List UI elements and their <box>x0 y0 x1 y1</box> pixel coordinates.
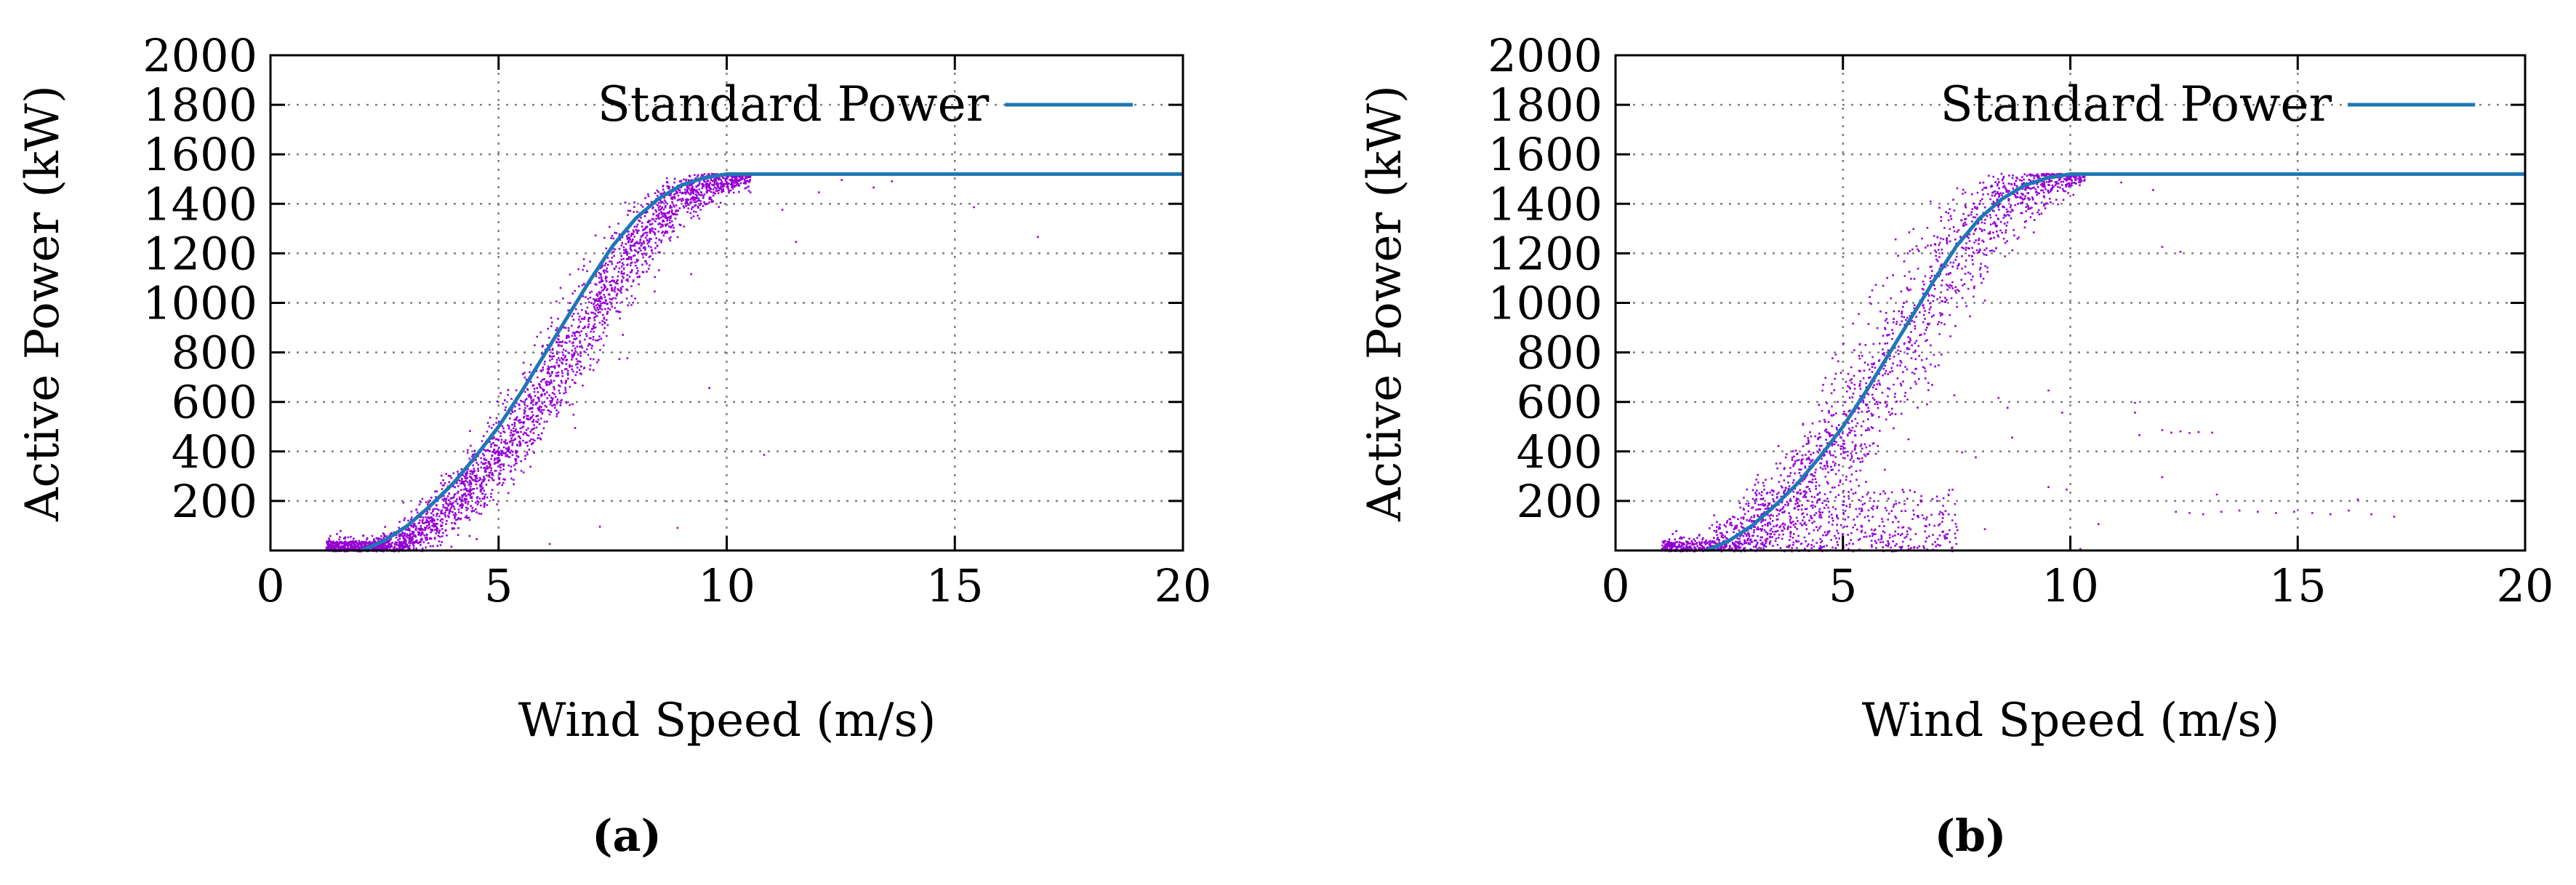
scatter-points <box>1661 172 2396 553</box>
x-tick-label: 5 <box>484 559 513 612</box>
standard-power-series <box>1706 172 2525 553</box>
y-tick-label: 1600 <box>1488 128 1602 181</box>
x-tick-label: 20 <box>1155 559 1212 612</box>
tick-labels: 0 5 10 15 20 20040060080010001200140016001800… <box>1488 29 2553 612</box>
x-tick-label: 10 <box>2042 559 2099 612</box>
x-tick-label: 0 <box>256 559 284 612</box>
tick-labels: 0 5 10 15 20 20040060080010001200140016001800… <box>143 29 1211 612</box>
y-tick-label: 800 <box>1517 327 1602 380</box>
y-tick-label: 400 <box>172 425 257 478</box>
y-tick-label: 1200 <box>1488 227 1602 280</box>
panel-label: (a) <box>592 811 662 862</box>
y-axis-label: Active Power (kW) <box>1358 85 1412 522</box>
scatter-series <box>1661 172 2396 553</box>
y-axis-label: Active Power (kW) <box>16 85 70 522</box>
standard-power-curve <box>1706 172 2525 553</box>
chart-panel-b: 0 5 10 15 20 20040060080010001200140016001800… <box>1358 29 2553 862</box>
y-tick-label: 1400 <box>143 177 257 231</box>
standard-power-curve <box>361 172 1183 553</box>
legend: Standard Power <box>598 76 1133 132</box>
x-axis-label: Wind Speed (m/s) <box>1862 694 2280 748</box>
x-tick-label: 5 <box>1829 559 1857 612</box>
panel-label: (b) <box>1935 811 2007 862</box>
y-tick-label: 200 <box>1517 475 1602 528</box>
chart-panel-a: 0 5 10 15 20 20040060080010001200140016001800… <box>16 29 1211 862</box>
y-tick-label: 1800 <box>1488 79 1602 132</box>
y-tick-label: 1800 <box>143 79 257 132</box>
x-tick-label: 15 <box>2269 559 2327 612</box>
legend-label: Standard Power <box>598 76 990 132</box>
y-tick-label: 1600 <box>143 128 257 181</box>
x-tick-label: 0 <box>1601 559 1629 612</box>
y-tick-label: 600 <box>1517 376 1602 429</box>
standard-power-series <box>361 172 1183 553</box>
x-tick-label: 10 <box>698 559 755 612</box>
y-tick-label: 800 <box>172 327 257 380</box>
y-tick-label: 200 <box>172 475 257 528</box>
grid-lines <box>1616 55 2525 550</box>
x-axis-label: Wind Speed (m/s) <box>518 694 936 748</box>
y-tick-label: 1000 <box>1488 277 1602 330</box>
y-tick-label: 2000 <box>1488 29 1602 82</box>
x-tick-label: 20 <box>2497 559 2554 612</box>
y-tick-label: 600 <box>172 376 257 429</box>
legend-label: Standard Power <box>1941 76 2332 132</box>
y-tick-label: 400 <box>1517 425 1602 478</box>
y-tick-label: 1200 <box>143 227 257 280</box>
y-tick-label: 1400 <box>1488 177 1602 231</box>
y-tick-label: 1000 <box>143 277 257 330</box>
y-tick-label: 2000 <box>143 29 257 82</box>
x-tick-label: 15 <box>926 559 984 612</box>
legend: Standard Power <box>1941 76 2476 132</box>
